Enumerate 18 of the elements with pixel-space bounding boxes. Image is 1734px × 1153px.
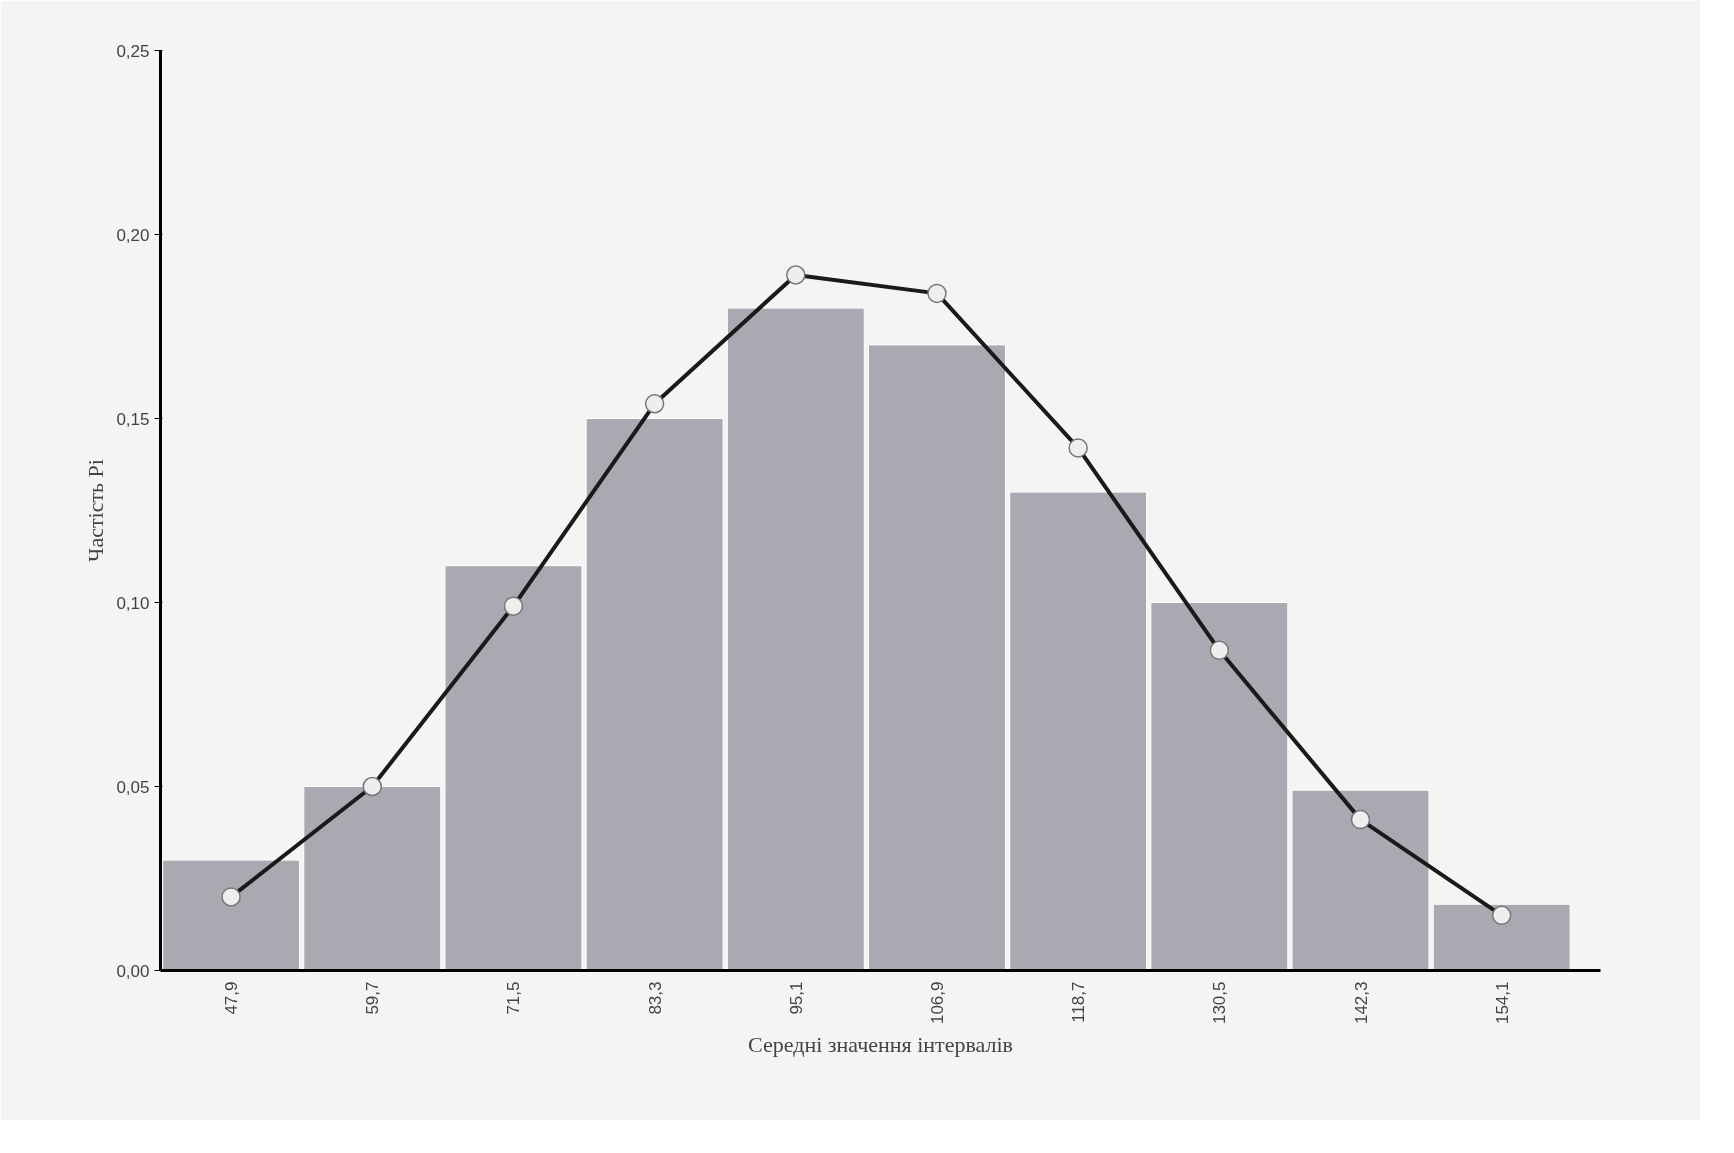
x-tick-label: 154,1 <box>1492 981 1512 1025</box>
x-tick-label: 83,3 <box>645 981 665 1015</box>
x-tick-label: 130,5 <box>1210 981 1230 1025</box>
y-tick-label: 0,05 <box>116 777 150 797</box>
x-tick-label: 95,1 <box>786 981 806 1015</box>
y-tick-label: 0,10 <box>116 593 150 613</box>
x-tick-label: 47,9 <box>222 981 242 1015</box>
y-tick-label: 0,25 <box>116 41 150 61</box>
y-tick-label: 0,00 <box>116 961 150 981</box>
y-tick-label: 0,20 <box>116 225 150 245</box>
x-tick-label: 71,5 <box>504 981 524 1015</box>
x-tick-label: 59,7 <box>363 981 383 1015</box>
x-tick-label: 118,7 <box>1069 981 1089 1023</box>
y-tick-label: 0,15 <box>116 409 150 429</box>
x-tick-label: 106,9 <box>927 981 947 1025</box>
x-axis-title: Середні значення інтервалів <box>748 1032 1013 1058</box>
y-axis-title: Частість Pi <box>83 459 109 562</box>
x-tick-label: 142,3 <box>1351 981 1371 1025</box>
